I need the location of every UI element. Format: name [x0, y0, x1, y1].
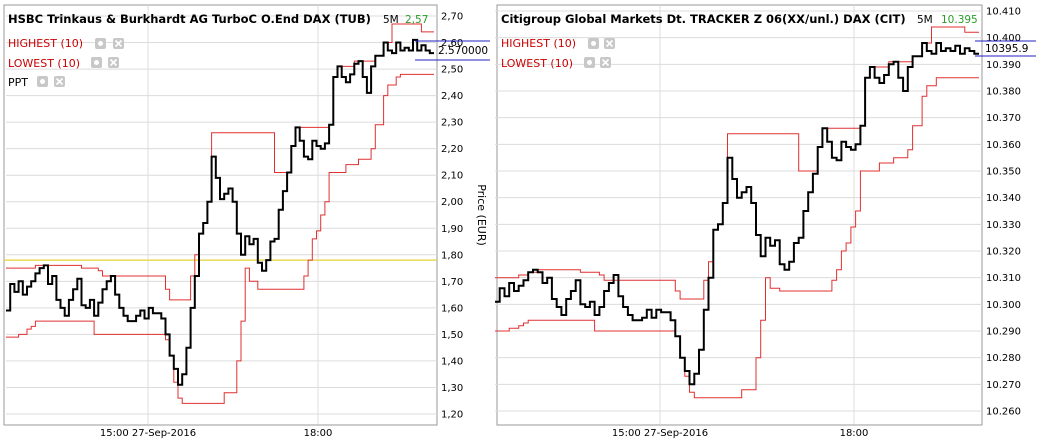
y-tick-label: 1,50: [441, 330, 463, 341]
legend-ppt: PPT: [8, 76, 28, 89]
chart-panel-cit: 10.260 10.270 10.280 10.290 10.300 10.310 10.3…: [495, 4, 1036, 439]
y-tick-label: 10.290: [986, 327, 1021, 338]
price-flag-label: 2.570000: [438, 45, 488, 57]
x-tick-label: 18:00: [304, 428, 333, 439]
chart-title: Citigroup Global Markets Dt. TRACKER Z 0…: [501, 12, 906, 26]
y-tick-label: 10.280: [986, 353, 1021, 364]
y-tick-label: 10.360: [986, 140, 1021, 151]
interval-label[interactable]: 5M: [917, 14, 933, 26]
legend-lowest-close-icon[interactable]: [108, 57, 119, 68]
legend-highest-settings-icon[interactable]: [588, 38, 599, 49]
legend-lowest: LOWEST (10): [501, 57, 573, 70]
y-tick-label: 10.300: [986, 300, 1021, 311]
y-tick-label: 2,40: [441, 91, 463, 102]
legend-highest: HIGHEST (10): [501, 37, 576, 50]
y-tick-label: 2,20: [441, 144, 463, 155]
y-tick-label: 10.340: [986, 193, 1021, 204]
lowest-series-line: [495, 77, 979, 399]
y-tick-label: 10.390: [986, 60, 1021, 71]
series-group: [495, 26, 979, 399]
plot-area: [496, 4, 983, 426]
last-value-label: 10.395: [941, 14, 978, 26]
price-series-line: [6, 38, 434, 386]
legend-lowest: LOWEST (10): [8, 57, 80, 70]
y-tick-label: 2,70: [441, 12, 463, 23]
y-tick-label: 1,60: [441, 303, 463, 314]
y-tick-label: 1,70: [441, 277, 463, 288]
last-value-label: 2,57: [405, 14, 428, 26]
price-flag: 10395.9: [975, 40, 1036, 57]
y-tick-label: 2,30: [441, 118, 463, 129]
y-tick-label: 10.270: [986, 380, 1021, 391]
legend-ppt-close-icon[interactable]: [54, 76, 65, 87]
x-axis: 15:00 27-Sep-2016 18:00: [612, 428, 869, 439]
grid: [6, 6, 437, 424]
x-tick-label: 15:00 27-Sep-2016: [100, 428, 196, 439]
legend-highest-close-icon[interactable]: [604, 38, 615, 49]
y-tick-label: 10.400: [986, 33, 1021, 44]
panel-divider: [492, 0, 495, 441]
y-tick-label: 10.380: [986, 87, 1021, 98]
legend-lowest-settings-icon[interactable]: [91, 57, 102, 68]
legend-highest-close-icon[interactable]: [113, 38, 124, 49]
legend-lowest-settings-icon[interactable]: [584, 57, 595, 68]
y-tick-label: 10.370: [986, 113, 1021, 124]
y-tick-label: 2,60: [441, 38, 463, 49]
y-tick-label: 2,50: [441, 65, 463, 76]
x-tick-label: 15:00 27-Sep-2016: [612, 428, 708, 439]
y-axis-label: Price (EUR): [475, 184, 488, 246]
y-tick-label: 10.260: [986, 407, 1021, 418]
chart-panel-tub: 1,20 1,30 1,40 1,50 1,60 1,70 1,80 1,90 2,00 2,10…: [3, 4, 490, 439]
legend-highest: HIGHEST (10): [8, 37, 83, 50]
chart-title: HSBC Trinkaus & Burkhardt AG TurboC O.En…: [8, 12, 371, 26]
y-tick-label: 1,40: [441, 356, 463, 367]
y-tick-label: 1,90: [441, 224, 463, 235]
legend-lowest-close-icon[interactable]: [600, 57, 611, 68]
y-tick-label: 2,10: [441, 171, 463, 182]
y-axis: 10.260 10.270 10.280 10.290 10.300 10.310 10.3…: [986, 7, 1021, 418]
legend-highest-settings-icon[interactable]: [95, 38, 106, 49]
y-axis: 1,20 1,30 1,40 1,50 1,60 1,70 1,80 1,90 2,00 2,10…: [441, 12, 463, 421]
legend-ppt-settings-icon[interactable]: [37, 76, 48, 87]
grid: [495, 6, 982, 424]
y-tick-label: 1,30: [441, 383, 463, 394]
y-tick-label: 10.330: [986, 220, 1021, 231]
lowest-series-line: [6, 73, 434, 404]
plot-area: [3, 4, 438, 426]
y-tick-label: 10.350: [986, 167, 1021, 178]
y-tick-label: 10.310: [986, 273, 1021, 284]
series-group: [4, 23, 437, 404]
y-tick-label: 10.410: [986, 7, 1021, 18]
y-tick-label: 1,80: [441, 250, 463, 261]
y-tick-label: 2,00: [441, 197, 463, 208]
x-axis: 15:00 27-Sep-2016 18:00: [100, 428, 333, 439]
interval-label[interactable]: 5M: [383, 14, 399, 26]
y-tick-label: 10.320: [986, 247, 1021, 258]
price-series-line: [495, 42, 979, 386]
price-flag-label: 10395.9: [985, 43, 1028, 55]
x-tick-label: 18:00: [840, 428, 869, 439]
price-flag: 2.570000: [415, 40, 490, 61]
y-tick-label: 1,20: [441, 410, 463, 421]
